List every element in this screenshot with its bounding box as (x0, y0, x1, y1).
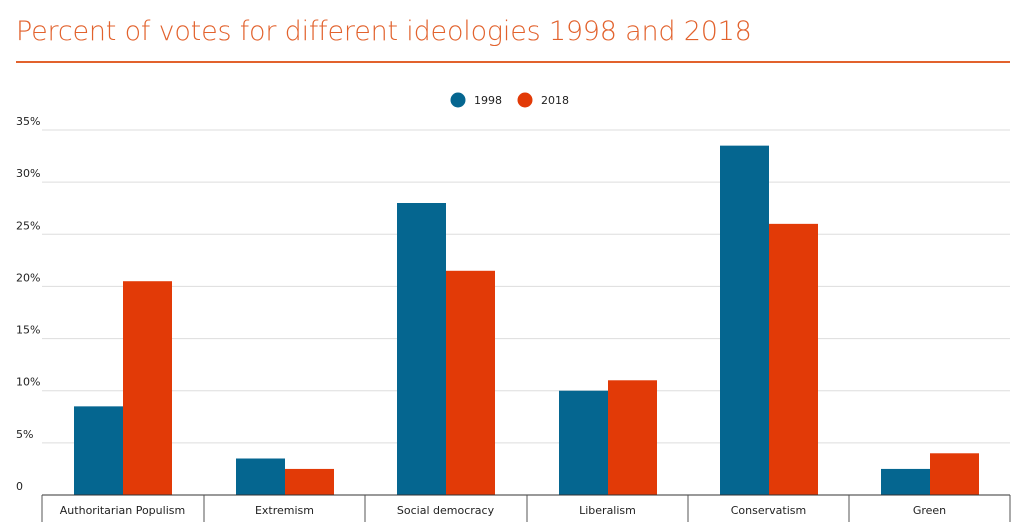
y-tick-label: 25% (16, 219, 40, 232)
bar-1998 (74, 406, 123, 495)
bar-1998 (397, 203, 446, 495)
bar-1998 (881, 468, 930, 495)
legend: 1998 2018 (450, 92, 569, 108)
grid-lines (42, 129, 1010, 444)
y-tick-label: 5% (16, 428, 33, 441)
x-axis-category-labels: Authoritarian Populism Extremism Social de… (60, 504, 946, 517)
y-tick-label: 35% (16, 115, 40, 128)
category-label: Green (913, 504, 946, 517)
bar-2018 (930, 453, 979, 495)
legend-swatch-1998 (450, 92, 466, 108)
chart-title: Percent of votes for different ideologie… (16, 16, 752, 47)
y-tick-label: 15% (16, 324, 40, 337)
category-label: Social democracy (397, 504, 495, 517)
category-label: Conservatism (731, 504, 806, 517)
y-tick-label: 30% (16, 167, 40, 180)
bar-2018 (769, 223, 818, 495)
legend-label-1998: 1998 (474, 94, 502, 107)
legend-label-2018: 2018 (541, 94, 569, 107)
y-tick-label: 0 (16, 480, 23, 493)
category-label: Extremism (255, 504, 314, 517)
bars (74, 145, 979, 495)
bar-2018 (446, 270, 495, 495)
bar-1998 (236, 458, 285, 495)
category-label: Authoritarian Populism (60, 504, 185, 517)
y-tick-label: 10% (16, 376, 40, 389)
y-tick-label: 20% (16, 271, 40, 284)
bar-2018 (285, 468, 334, 495)
bar-2018 (123, 281, 172, 495)
y-axis-tick-labels: 0 5% 10% 15% 20% 25% 30% 35% (16, 115, 40, 493)
category-label: Liberalism (579, 504, 636, 517)
x-axis (41, 494, 1011, 522)
bar-1998 (720, 145, 769, 495)
title-rule (16, 61, 1010, 63)
bar-1998 (559, 390, 608, 495)
bar-2018 (608, 380, 657, 495)
legend-swatch-2018 (517, 92, 533, 108)
